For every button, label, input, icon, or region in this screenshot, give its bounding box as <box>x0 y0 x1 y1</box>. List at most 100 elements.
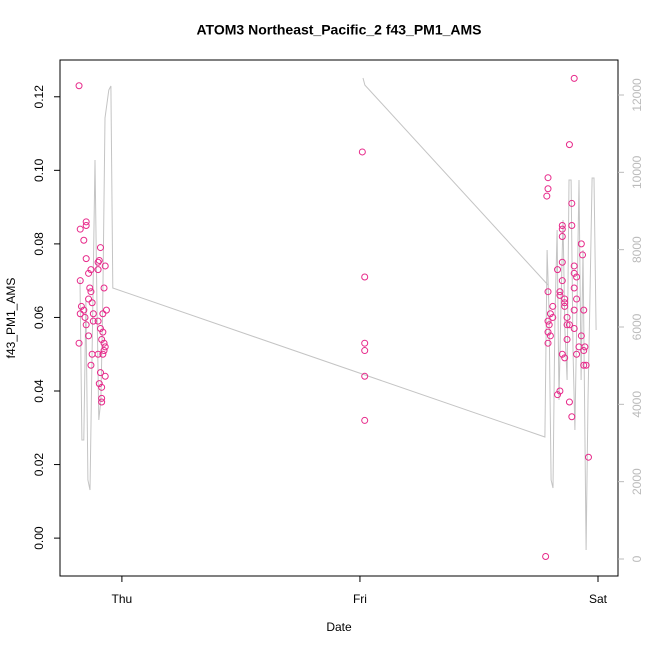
scatter-point <box>568 222 576 230</box>
scatter-point <box>577 240 585 248</box>
chart-title: ATOM3 Northeast_Pacific_2 f43_PM1_AMS <box>196 22 481 38</box>
y2-tick-label: 10000 <box>630 155 644 189</box>
scatter-point <box>546 332 554 340</box>
scatter-point <box>88 299 96 307</box>
scatter-point <box>96 244 104 252</box>
scatter-point <box>361 372 369 380</box>
scatter-point <box>99 310 107 318</box>
scatter-point <box>101 343 109 351</box>
scatter-point <box>565 398 573 406</box>
scatter-point <box>558 233 566 241</box>
scatter-point <box>82 255 90 263</box>
scatter-point <box>580 306 588 314</box>
scatter-point <box>75 82 83 90</box>
scatter-point <box>80 306 88 314</box>
scatter-point <box>87 288 95 296</box>
scatter-point <box>570 262 578 270</box>
scatter-point <box>100 339 108 347</box>
scatter-point <box>561 295 569 303</box>
scatter-point <box>98 394 106 402</box>
scatter-point <box>77 302 85 310</box>
scatter-point <box>573 273 581 281</box>
scatter-point <box>568 413 576 421</box>
scatter-point <box>573 350 581 358</box>
scatter-point <box>558 225 566 233</box>
scatter-point <box>580 361 588 369</box>
scatter-point <box>563 336 571 344</box>
y-tick-label: 0.00 <box>32 526 46 550</box>
scatter-point <box>361 416 369 424</box>
scatter-point <box>85 332 93 340</box>
y-tick-label: 0.10 <box>32 158 46 182</box>
scatter-point <box>82 222 90 230</box>
scatter-point <box>563 313 571 321</box>
scatter-point <box>96 324 104 332</box>
plot-frame <box>59 59 619 577</box>
y-axis-label: f43_PM1_AMS <box>4 278 18 359</box>
scatter-point <box>573 295 581 303</box>
scatter-point <box>94 266 102 274</box>
scatter-point <box>558 222 566 230</box>
scatter-point <box>94 258 102 266</box>
scatter-point <box>82 218 90 226</box>
scatter-point <box>556 288 564 296</box>
scatter-point <box>102 306 110 314</box>
line-series <box>79 77 597 551</box>
scatter-point <box>98 398 106 406</box>
y2-tick-label: 2000 <box>630 468 644 495</box>
scatter-point <box>100 284 108 292</box>
scatter-point <box>101 372 109 380</box>
scatter-point <box>543 192 551 200</box>
y2-tick-label: 8000 <box>630 236 644 263</box>
scatter-point <box>94 350 102 358</box>
scatter-point <box>584 453 592 461</box>
scatter-point <box>549 302 557 310</box>
scatter-point <box>361 273 369 281</box>
scatter-point <box>570 74 578 82</box>
scatter-point <box>544 328 552 336</box>
scatter-point <box>99 350 107 358</box>
scatter-point <box>82 321 90 329</box>
scatter-point <box>558 258 566 266</box>
scatter-point <box>542 553 550 561</box>
scatter-point <box>86 284 94 292</box>
scatter-point <box>554 391 562 399</box>
scatter-point <box>546 310 554 318</box>
scatter-point <box>565 141 573 149</box>
scatter-point <box>561 354 569 362</box>
y2-tick-label: 6000 <box>630 313 644 340</box>
scatter-point <box>76 225 84 233</box>
scatter-point <box>98 336 106 344</box>
scatter-point <box>544 288 552 296</box>
scatter-point <box>582 361 590 369</box>
y2-tick-label: 4000 <box>630 391 644 418</box>
scatter-point <box>577 332 585 340</box>
scatter-point <box>561 302 569 310</box>
scatter-point <box>80 236 88 244</box>
scatter-point <box>558 350 566 358</box>
scatter-point <box>94 317 102 325</box>
scatter-point <box>85 269 93 277</box>
y-tick-label: 0.08 <box>32 232 46 256</box>
scatter-point <box>579 251 587 259</box>
scatter-point <box>565 321 573 329</box>
scatter-point <box>570 306 578 314</box>
scatter-point <box>75 339 83 347</box>
x-tick-label: Sat <box>589 592 608 606</box>
scatter-point <box>581 343 589 351</box>
y2-tick-label: 0 <box>630 555 644 562</box>
scatter-point <box>98 383 106 391</box>
scatter-point <box>544 174 552 182</box>
scatter-point <box>561 299 569 307</box>
scatter-point <box>570 269 578 277</box>
scatter-point <box>89 310 97 318</box>
y-tick-label: 0.02 <box>32 453 46 477</box>
scatter-point <box>87 361 95 369</box>
y2-tick-label: 12000 <box>630 78 644 112</box>
scatter-point <box>358 148 366 156</box>
scatter-point <box>85 295 93 303</box>
scatter-point <box>544 339 552 347</box>
scatter-point <box>570 324 578 332</box>
y-tick-label: 0.06 <box>32 305 46 329</box>
